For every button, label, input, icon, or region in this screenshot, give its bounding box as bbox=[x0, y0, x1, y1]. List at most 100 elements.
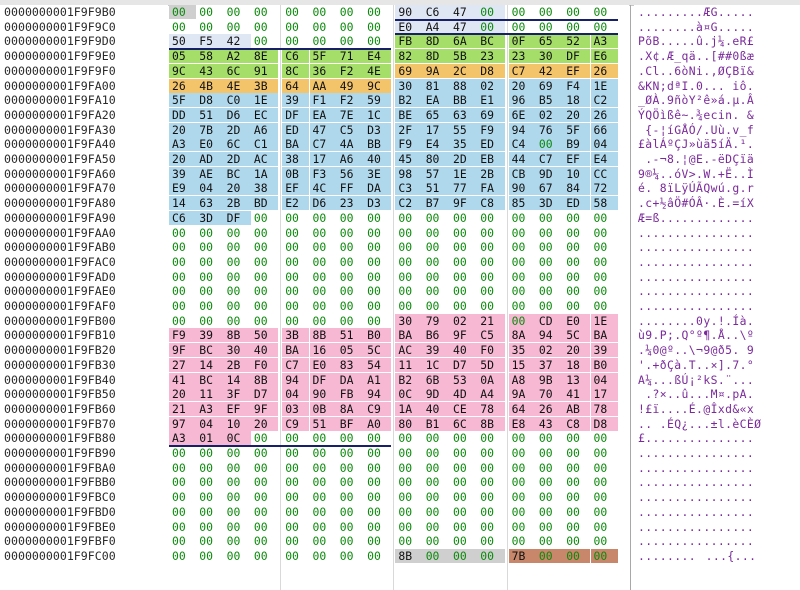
hex-byte[interactable]: 00 bbox=[593, 269, 608, 284]
hex-byte[interactable]: 00 bbox=[253, 446, 268, 460]
hex-byte[interactable]: C2 bbox=[590, 93, 618, 108]
hex-byte[interactable]: ED bbox=[563, 196, 591, 211]
hex-byte[interactable]: E1 bbox=[477, 93, 505, 108]
hex-byte[interactable]: C1 bbox=[250, 137, 279, 152]
hex-byte[interactable]: B7 bbox=[422, 196, 450, 211]
hex-byte[interactable]: 5D bbox=[477, 357, 505, 372]
hex-byte[interactable]: 00 bbox=[199, 5, 214, 19]
hex-byte[interactable]: 00 bbox=[312, 431, 327, 446]
hex-byte[interactable]: D8 bbox=[590, 416, 618, 431]
hex-byte[interactable]: 00 bbox=[367, 475, 381, 490]
hex-byte[interactable]: 00 bbox=[511, 240, 526, 255]
hex-byte[interactable]: 00 bbox=[339, 431, 354, 446]
hex-byte[interactable]: 00 bbox=[253, 284, 268, 299]
hex-byte[interactable]: 00 bbox=[312, 475, 327, 490]
hex-byte[interactable]: C7 bbox=[535, 152, 564, 166]
hex-byte[interactable]: 00 bbox=[453, 431, 467, 446]
hex-byte[interactable]: E8 bbox=[508, 416, 536, 431]
hex-byte[interactable]: 00 bbox=[172, 460, 186, 475]
hex-byte[interactable]: 47 bbox=[450, 19, 478, 34]
hex-byte[interactable]: 78 bbox=[590, 401, 618, 416]
hex-byte[interactable]: 00 bbox=[398, 210, 413, 225]
hex-byte[interactable]: 50 bbox=[250, 328, 279, 343]
hex-byte[interactable]: 00 bbox=[226, 225, 241, 240]
hex-byte[interactable]: D3 bbox=[364, 196, 392, 211]
hex-byte[interactable]: 00 bbox=[253, 534, 268, 549]
hex-byte[interactable]: BC bbox=[196, 343, 224, 358]
hex-byte[interactable]: 00 bbox=[172, 254, 186, 269]
hex-byte[interactable]: B1 bbox=[422, 416, 450, 431]
hex-byte[interactable]: 00 bbox=[511, 519, 526, 534]
hex-byte[interactable]: EC bbox=[250, 107, 279, 122]
hex-byte[interactable]: 18 bbox=[563, 93, 591, 108]
hex-byte[interactable]: 94 bbox=[508, 122, 536, 137]
hex-byte[interactable]: 00 bbox=[538, 534, 553, 549]
hex-byte[interactable]: 00 bbox=[172, 475, 186, 490]
hex-byte[interactable]: 00 bbox=[566, 225, 580, 240]
hex-byte[interactable]: 41 bbox=[563, 387, 591, 402]
hex-byte[interactable]: 00 bbox=[367, 5, 381, 19]
hex-byte[interactable]: 00 bbox=[226, 299, 241, 313]
hex-byte[interactable]: 8A bbox=[336, 401, 365, 416]
hex-byte[interactable]: 80 bbox=[395, 416, 423, 431]
hex-byte[interactable]: 00 bbox=[425, 534, 440, 549]
hex-byte[interactable]: 57 bbox=[422, 166, 450, 181]
hex-byte[interactable]: 00 bbox=[511, 284, 526, 299]
hex-byte[interactable]: 94 bbox=[364, 387, 392, 402]
hex-byte[interactable]: 2B bbox=[223, 357, 251, 372]
hex-byte[interactable]: 16 bbox=[309, 343, 337, 358]
hex-byte[interactable]: 14 bbox=[169, 196, 197, 211]
hex-byte[interactable]: 00 bbox=[480, 490, 495, 505]
hex-byte[interactable]: 00 bbox=[425, 460, 440, 475]
hex-byte[interactable]: CB bbox=[508, 166, 536, 181]
hex-byte[interactable]: 80 bbox=[422, 152, 450, 166]
hex-byte[interactable]: 00 bbox=[253, 225, 268, 240]
hex-byte[interactable]: 00 bbox=[511, 299, 526, 313]
hex-byte[interactable]: 00 bbox=[312, 210, 327, 225]
hex-byte[interactable]: 39 bbox=[169, 166, 197, 181]
hex-byte[interactable]: 8D bbox=[422, 34, 450, 49]
hex-byte[interactable]: 00 bbox=[172, 19, 186, 34]
hex-byte[interactable]: E4 bbox=[590, 152, 618, 166]
hex-byte[interactable]: 37 bbox=[535, 357, 564, 372]
hex-byte[interactable]: 00 bbox=[398, 490, 413, 505]
hex-byte[interactable]: BC bbox=[223, 166, 251, 181]
hex-byte[interactable]: DF bbox=[563, 49, 591, 64]
hex-byte[interactable]: 26 bbox=[169, 78, 197, 93]
hex-byte[interactable]: E9 bbox=[169, 181, 197, 196]
hex-byte[interactable]: 00 bbox=[593, 446, 608, 460]
hex-byte[interactable]: 00 bbox=[367, 34, 381, 49]
hex-byte[interactable]: 5C bbox=[563, 328, 591, 343]
hex-byte[interactable]: 00 bbox=[593, 431, 608, 446]
hex-byte[interactable]: 00 bbox=[172, 225, 186, 240]
hex-byte[interactable]: 00 bbox=[226, 5, 241, 19]
hex-byte[interactable]: C0 bbox=[223, 93, 251, 108]
hex-byte[interactable]: C8 bbox=[477, 196, 505, 211]
hex-byte[interactable]: 00 bbox=[367, 534, 381, 549]
hex-byte[interactable]: 00 bbox=[538, 269, 553, 284]
hex-byte[interactable]: 00 bbox=[566, 431, 580, 446]
hex-byte[interactable]: 58 bbox=[590, 196, 618, 211]
hex-byte[interactable]: 78 bbox=[477, 401, 505, 416]
hex-byte[interactable]: 05 bbox=[169, 49, 197, 64]
hex-byte[interactable]: 00 bbox=[480, 534, 495, 549]
hex-byte[interactable]: 8C bbox=[282, 63, 310, 78]
hex-byte[interactable]: 54 bbox=[364, 357, 392, 372]
hex-byte[interactable]: 20 bbox=[563, 343, 591, 358]
hex-byte[interactable]: D6 bbox=[309, 196, 337, 211]
hex-byte[interactable]: BF bbox=[336, 416, 365, 431]
hex-byte[interactable]: B9 bbox=[563, 137, 591, 152]
hex-byte[interactable]: 4E bbox=[364, 63, 392, 78]
hex-byte[interactable]: 00 bbox=[253, 5, 268, 19]
hex-byte[interactable]: 8B bbox=[477, 416, 505, 431]
hex-byte[interactable]: 00 bbox=[226, 490, 241, 505]
hex-byte[interactable]: 88 bbox=[450, 78, 478, 93]
hex-byte[interactable]: 05 bbox=[336, 343, 365, 358]
hex-byte[interactable]: 00 bbox=[285, 19, 299, 34]
hex-byte[interactable]: C4 bbox=[508, 137, 536, 152]
hex-byte[interactable]: DD bbox=[169, 107, 197, 122]
hex-byte[interactable]: 00 bbox=[253, 431, 268, 446]
hex-byte[interactable]: 30 bbox=[223, 343, 251, 358]
hex-byte[interactable]: 55 bbox=[450, 122, 478, 137]
hex-byte[interactable]: 00 bbox=[339, 299, 354, 313]
